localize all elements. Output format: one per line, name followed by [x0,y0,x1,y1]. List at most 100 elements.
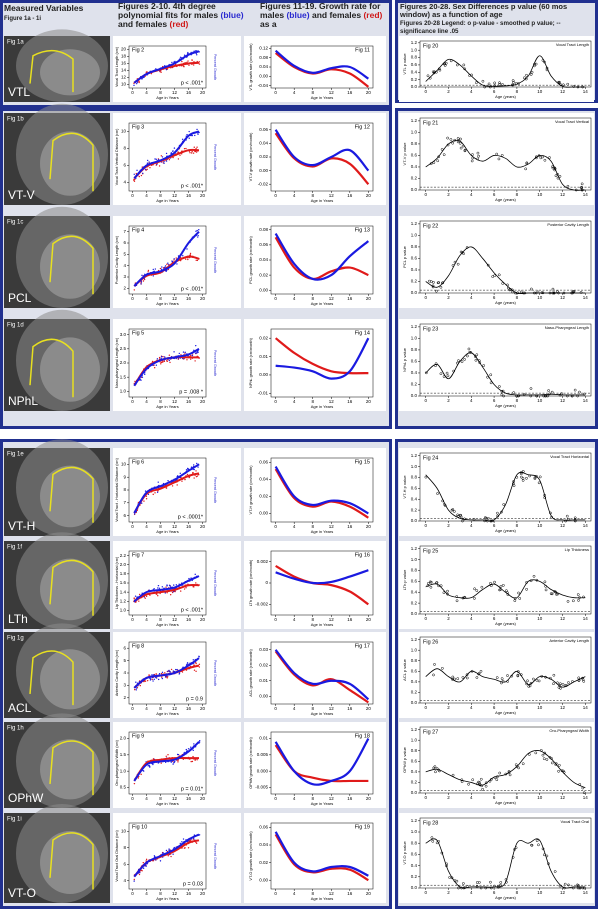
measure-name: Lip Thickness [565,547,589,552]
pvalue-dot [438,68,442,72]
t: (blue) [220,9,244,20]
pvalue-dot [579,186,583,189]
scatter-dot [196,229,198,232]
scatter-dot [151,674,153,676]
y-tick-label: 8 [123,487,126,492]
y-tick-label: 1.2 [411,40,418,45]
x-tick-label: 0 [424,523,427,528]
x-tick-label: 0 [131,706,134,711]
y-tick-label: 0.8 [411,840,418,845]
scatter-dot [144,597,146,599]
y-tick-label: 0.4 [411,496,418,501]
scatter-dot [168,354,171,356]
x-tick-label: 20 [200,399,206,404]
pvalue-dot [473,597,476,600]
x-tick-label: 0 [424,890,427,895]
fig-label: Fig 11 [355,47,370,53]
pvalue-dot [465,676,469,680]
plot-frame [128,45,207,89]
plot-frame [270,822,374,890]
scatter-dot [185,147,187,150]
pvalue-box [399,722,594,808]
pvalue-dot [486,263,490,267]
pvalue-dot [475,81,478,85]
y-tick-label: 0.8 [411,658,418,663]
pvalue-dot [463,67,467,71]
x-tick-label: 8 [516,523,519,528]
x-tick-label: 8 [311,891,314,896]
pvalue-dot [439,285,443,289]
pvalue-dot [442,153,446,157]
y-tick-label: 0.6 [411,153,418,158]
y-tick-label: 1.2 [411,637,418,642]
y-tick-label: -0.01 [258,391,269,396]
x-tick-label: 10 [537,523,543,528]
x-tick-label: 10 [537,89,543,94]
fig-label: Fig 1g [7,636,24,642]
y-tick-label: 2.2 [120,553,127,558]
scatter-dot [144,490,147,492]
pvalue-dot [480,585,484,589]
x-tick-label: 12 [172,706,178,711]
y2-axis-label: Percent Growth [213,660,217,686]
scatter-dot [142,770,145,772]
scatter-dot [165,360,168,362]
scatter-dot [165,755,167,758]
y-tick-label: 1.0 [411,233,418,238]
x-tick-label: 0 [274,706,277,711]
growth-box [244,113,386,205]
pvalue-dot [538,475,542,479]
x-tick-label: 14 [583,398,589,403]
y-tick-label: 18 [121,54,127,59]
y-tick-label: 1.2 [411,221,418,226]
x-tick-label: 4 [293,891,296,896]
y2-axis-label: Percent Growth [213,750,217,776]
pvalue-dot [424,371,428,375]
pvalue-dot [478,361,482,365]
fit-curve [275,337,370,380]
scatter-dot [145,865,147,867]
x-tick-label: 20 [366,796,372,801]
pvalue-dot [446,374,450,378]
pvalue-dot [465,673,469,677]
pvalue-dot [557,769,560,773]
x-tick-label: 6 [493,705,496,710]
x-tick-label: 12 [172,796,178,801]
fit-box [113,632,241,718]
scatter-dot [146,159,149,162]
scatter-dot [160,355,163,358]
x-tick-label: 0 [274,617,277,622]
t: (blue) [286,9,310,20]
pvalue-dot [579,291,583,294]
pvalue-dot [576,593,580,596]
pvalue-dot [582,791,586,795]
pvalue-dot [519,290,523,294]
scatter-dot [157,587,159,589]
x-tick-label: 0 [131,296,134,301]
scatter-dot [192,471,194,474]
scatter-dot [134,595,137,597]
scatter-dot [181,138,184,140]
x-tick-label: 4 [145,524,148,529]
pvalue-dot [473,587,476,591]
mri-head [16,439,108,536]
fig-label: Fig 25 [423,548,438,554]
scatter-dot [175,584,178,586]
scatter-dot [153,674,155,676]
y-axis-label: OPhW p value [402,746,407,773]
x-tick-label: 4 [470,192,473,197]
scatter-dot [178,673,180,675]
pvalue-dot [477,154,481,158]
pvalue-dot [481,787,484,791]
measure-line [49,740,94,796]
pvalue-dot [525,476,528,480]
y-axis-label: Naso-pharyngeal Length (cm) [115,337,119,388]
scatter-dot [145,858,148,861]
scatter-dot [161,671,164,674]
x-tick-label: 4 [470,295,473,300]
pvalue-dot [498,771,502,775]
pvalue-dot [489,373,493,377]
x-tick-label: 8 [311,296,314,301]
pvalue-dot [461,251,464,254]
pvalue-dot [436,492,439,495]
